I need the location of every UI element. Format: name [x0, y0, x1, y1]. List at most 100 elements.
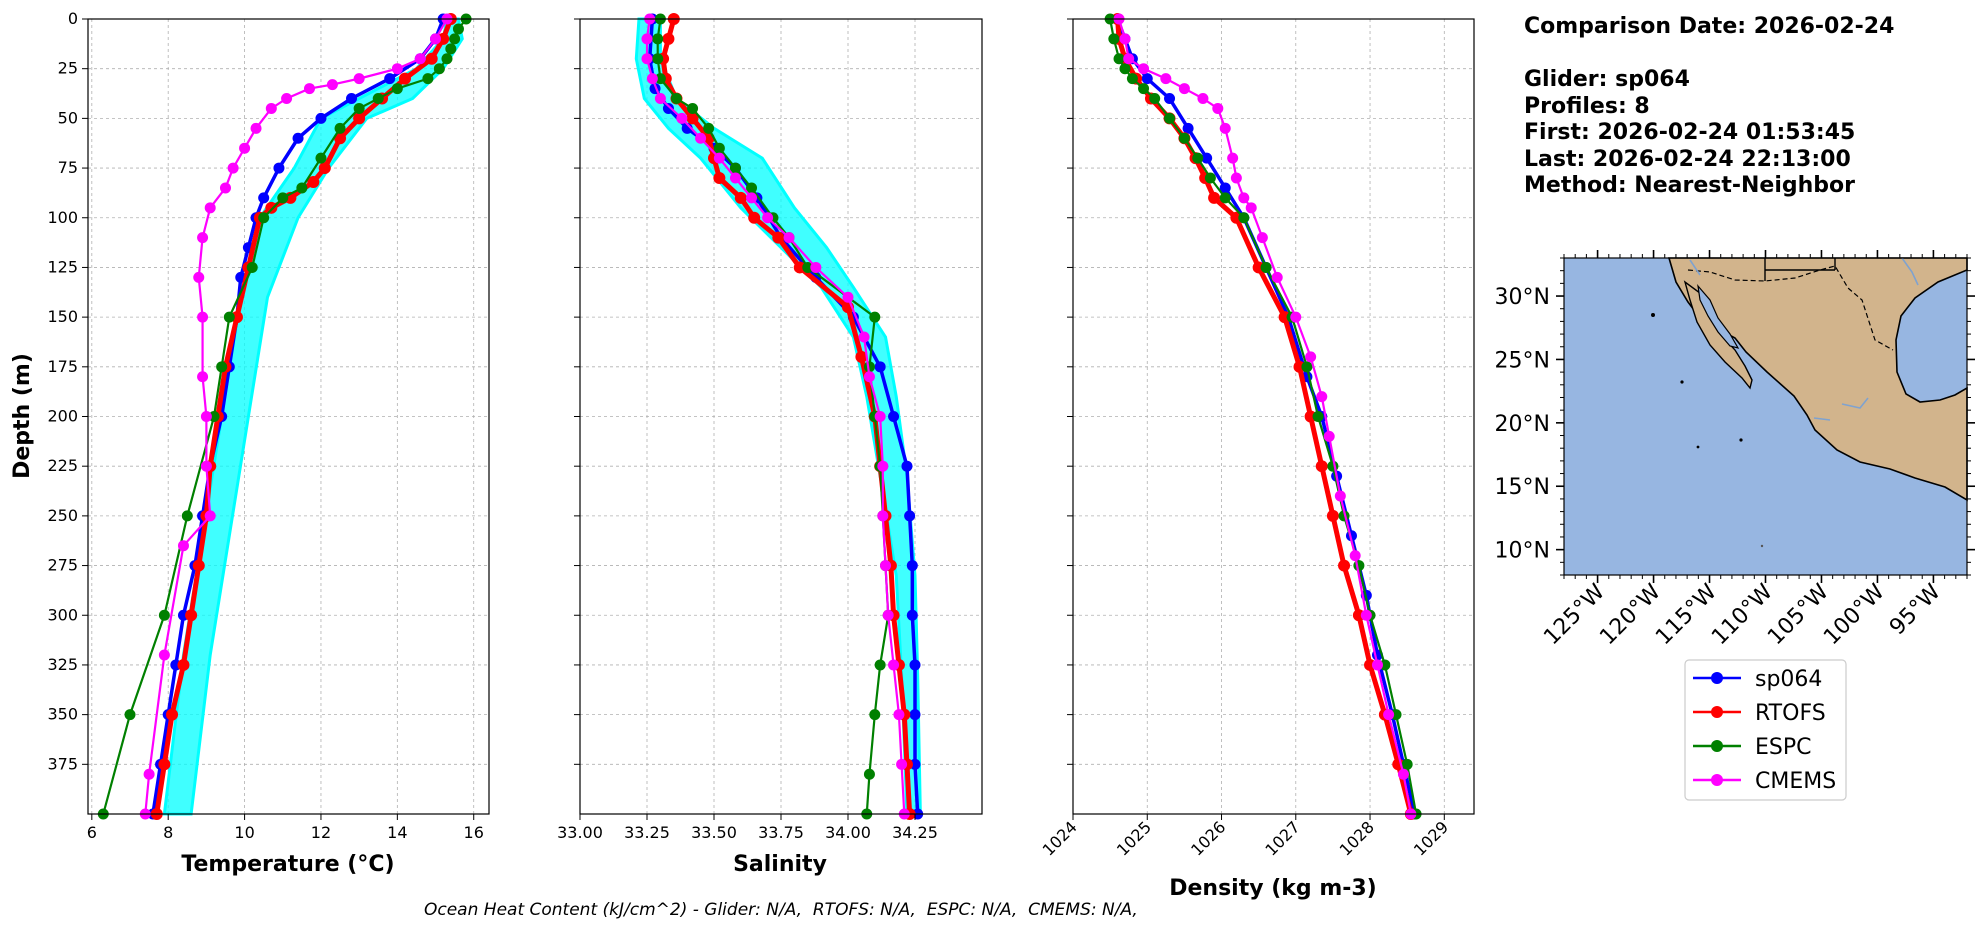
- salinity-panel: 33.00 33.25 33.50 33.75 34.00 34.25 Salinity: [557, 13, 983, 877]
- y-tick-label: 275: [47, 556, 78, 575]
- point-cmems: [1238, 192, 1250, 204]
- map-lat-label: 30°N: [1495, 285, 1550, 310]
- point-espc: [223, 311, 235, 323]
- point-espc: [1301, 361, 1313, 373]
- point-cmems: [896, 758, 908, 770]
- point-cmems: [746, 192, 758, 204]
- point-sp064: [292, 132, 304, 144]
- map-island: [1680, 380, 1684, 384]
- info-spacer: [1524, 41, 1894, 68]
- point-espc: [296, 182, 308, 194]
- point-espc: [1327, 460, 1339, 472]
- temperature-xlabel: Temperature (°C): [181, 852, 394, 877]
- point-espc: [652, 53, 664, 65]
- point-cmems: [882, 609, 894, 621]
- salinity-xticks: 33.00 33.25 33.50 33.75 34.00 34.25: [557, 814, 938, 842]
- point-espc: [452, 23, 464, 35]
- point-espc: [802, 261, 814, 273]
- point-cmems: [204, 510, 216, 522]
- legend-marker: [1711, 774, 1723, 786]
- point-sp064: [315, 112, 327, 124]
- point-cmems: [193, 271, 205, 283]
- point-cmems: [695, 132, 707, 144]
- x-tick-label: 1026: [1187, 817, 1229, 859]
- salinity-series: [641, 13, 924, 820]
- point-cmems: [1227, 152, 1239, 164]
- legend-entry-espc: ESPC: [1693, 735, 1812, 760]
- series-espc: [97, 13, 472, 820]
- map-lat-label: 15°N: [1495, 475, 1550, 500]
- x-tick-label: 8: [163, 823, 173, 842]
- x-tick-label: 33.00: [557, 823, 603, 842]
- point-espc: [449, 33, 461, 45]
- x-tick-label: 6: [87, 823, 97, 842]
- point-espc: [1138, 83, 1150, 95]
- density-yticks: [1067, 18, 1073, 765]
- point-espc: [1119, 63, 1131, 75]
- point-rtofs: [772, 231, 785, 244]
- point-espc: [315, 152, 327, 164]
- x-tick-label: 33.75: [758, 823, 804, 842]
- point-espc: [422, 73, 434, 85]
- point-rtofs: [307, 175, 320, 188]
- point-cmems: [1197, 93, 1209, 104]
- point-cmems: [762, 212, 774, 224]
- point-cmems: [1371, 659, 1383, 671]
- point-cmems: [888, 659, 900, 671]
- point-cmems: [1349, 550, 1361, 562]
- temperature-yticks: 0 25 50 75 100 125 150 175 200 225 250 275 300 325 350…: [47, 9, 88, 773]
- point-cmems: [304, 83, 316, 95]
- legend-label: sp064: [1755, 667, 1822, 692]
- method: Method: Nearest-Neighbor: [1524, 173, 1855, 198]
- point-espc: [1126, 73, 1138, 85]
- line-rtofs: [1115, 18, 1414, 815]
- point-sp064: [384, 73, 396, 85]
- point-cmems: [783, 232, 795, 244]
- point-espc: [372, 93, 384, 104]
- point-espc: [445, 43, 457, 55]
- legend-label: RTOFS: [1755, 701, 1826, 726]
- y-tick-label: 250: [47, 506, 78, 525]
- point-sp064: [1201, 152, 1213, 164]
- point-rtofs: [855, 350, 868, 363]
- point-espc: [353, 102, 365, 114]
- point-espc: [1353, 560, 1365, 572]
- point-cmems: [863, 371, 875, 383]
- legend-label: CMEMS: [1755, 769, 1836, 794]
- x-tick-label: 10: [234, 823, 254, 842]
- point-cmems: [1219, 122, 1231, 134]
- profile-count: Profiles: 8: [1524, 93, 1650, 119]
- point-espc: [703, 122, 715, 134]
- series-cmems: [139, 13, 453, 820]
- point-espc: [687, 102, 699, 114]
- map-lat-label: 20°N: [1495, 412, 1550, 437]
- legend-label: ESPC: [1755, 735, 1812, 760]
- point-cmems: [227, 162, 239, 174]
- point-cmems: [676, 112, 688, 124]
- point-sp064: [1182, 122, 1194, 134]
- comparison-date: Comparison Date: 2026-02-24: [1524, 14, 1895, 39]
- point-cmems: [1316, 391, 1328, 403]
- point-cmems: [1290, 311, 1302, 323]
- x-tick-label: 1029: [1410, 817, 1452, 859]
- first-time: First: 2026-02-24 01:53:45: [1524, 120, 1856, 145]
- x-tick-label: 33.50: [691, 823, 737, 842]
- line-espc: [102, 18, 467, 815]
- point-rtofs: [192, 559, 205, 572]
- point-espc: [277, 192, 289, 204]
- point-sp064: [1219, 182, 1231, 194]
- point-espc: [391, 83, 403, 95]
- y-tick-label: 50: [58, 108, 78, 127]
- density-panel: 1024 1025 1026 1027 1028 1029 Density (kg m-3…: [1039, 13, 1475, 901]
- legend: sp064 RTOFS ESPC CMEMS: [1684, 659, 1847, 801]
- point-rtofs: [793, 261, 806, 274]
- map-lon-label: 95°W: [1885, 579, 1946, 640]
- point-cmems: [654, 93, 666, 104]
- point-cmems: [646, 73, 658, 85]
- legend-entry-sp064: sp064: [1693, 667, 1822, 692]
- point-espc: [441, 53, 453, 65]
- point-rtofs: [230, 311, 243, 324]
- point-espc: [334, 122, 346, 134]
- point-espc: [1238, 212, 1250, 224]
